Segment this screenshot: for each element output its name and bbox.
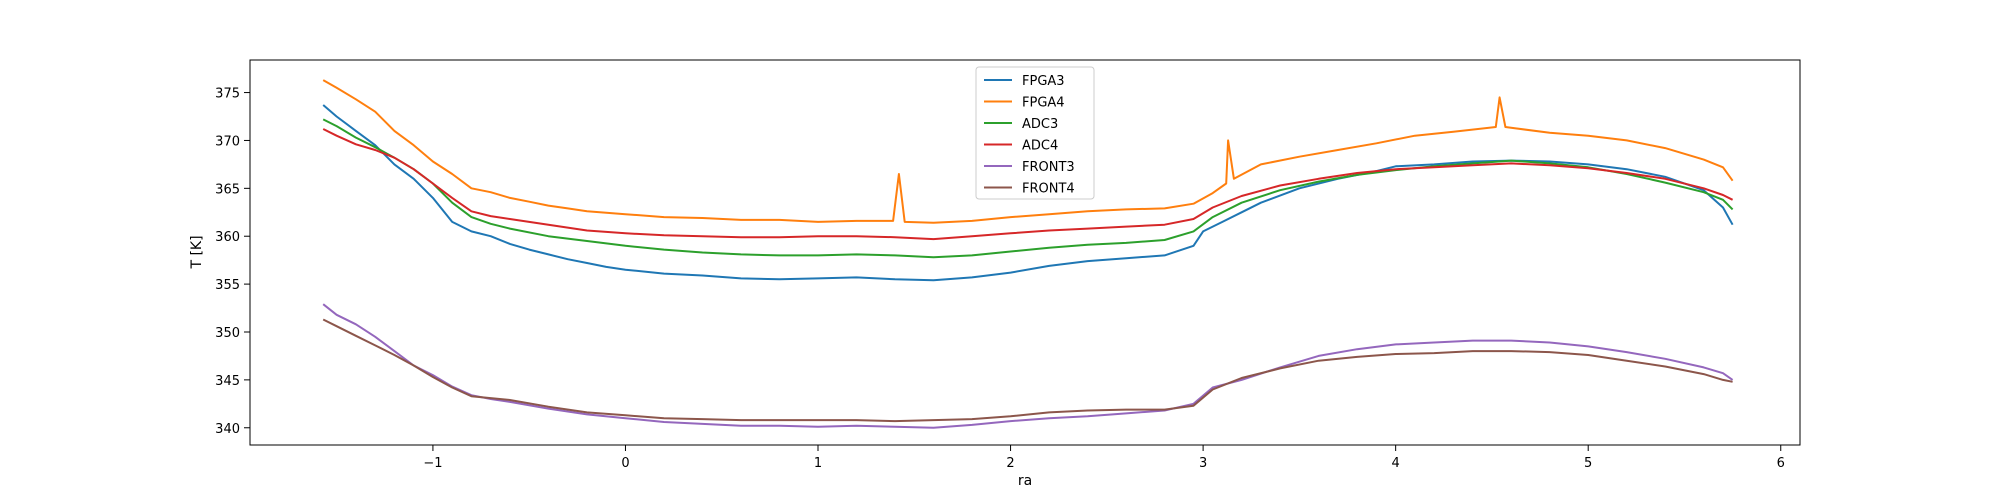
legend-label-fpga3: FPGA3 [1022,74,1065,89]
legend-label-front3: FRONT3 [1022,160,1075,175]
plot-frame [249,59,1801,446]
x-tick-label: 0 [621,456,629,471]
y-tick-label: 350 [215,326,240,341]
x-tick-label: 4 [1392,456,1400,471]
legend-label-front4: FRONT4 [1022,182,1075,197]
series-line-fpga3 [322,104,1734,282]
legend-label-adc3: ADC3 [1022,117,1058,132]
series-line-front4 [322,318,1733,423]
y-tick-label: 355 [215,278,240,293]
y-tick-label: 340 [215,422,240,437]
legend-label-adc4: ADC4 [1022,139,1058,154]
x-tick-label: 1 [814,456,822,471]
y-tick-label: 345 [215,374,240,389]
x-tick-label: 6 [1777,456,1785,471]
series-line-adc4 [322,128,1734,241]
series-line-fpga4 [322,79,1734,224]
x-tick-label: 5 [1584,456,1592,471]
x-axis-label: ra [1018,473,1032,489]
series-line-adc3 [322,118,1734,259]
x-tick-label: 3 [1199,456,1207,471]
x-tick-label: 2 [1006,456,1014,471]
legend-label-fpga4: FPGA4 [1022,96,1065,111]
y-tick-label: 365 [215,182,240,197]
y-axis-label: T [K] [189,235,205,269]
y-tick-label: 375 [215,87,240,102]
y-tick-label: 360 [215,230,240,245]
x-tick-label: −1 [423,456,442,471]
y-tick-label: 370 [215,134,240,149]
legend: FPGA3 FPGA4 ADC3 ADC4 FRONT3 FRONT4 [975,66,1095,200]
